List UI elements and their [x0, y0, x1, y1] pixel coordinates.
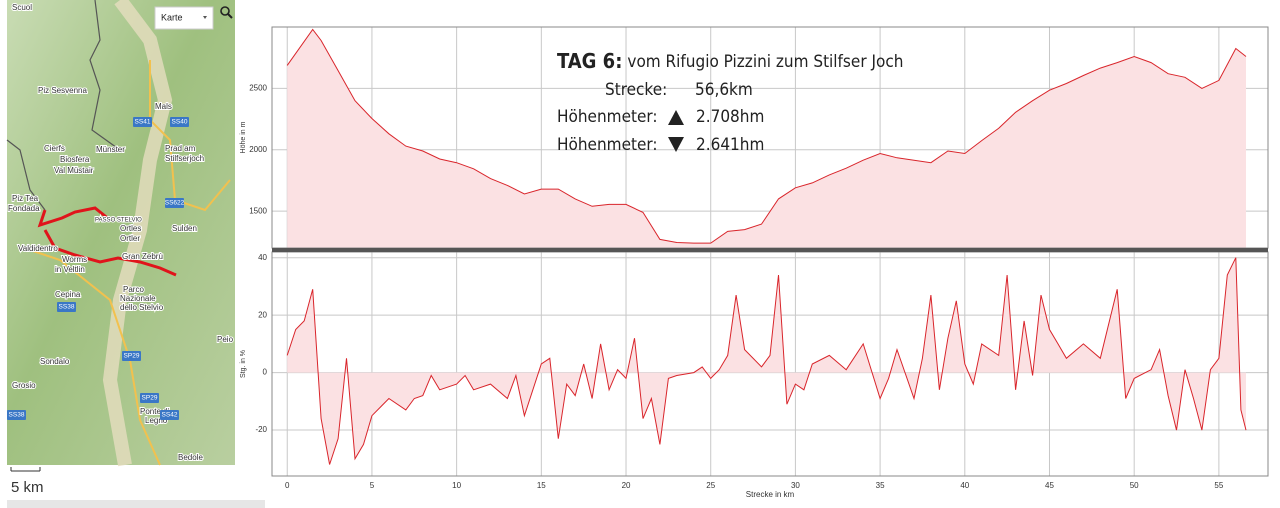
place-label: Münster [96, 145, 125, 154]
scale-label: 5 km [11, 479, 44, 496]
zoom-icon[interactable] [220, 6, 230, 16]
up-triangle [668, 110, 684, 125]
place-label: PASSO STELVIO [95, 218, 142, 224]
road-badge [170, 117, 189, 127]
place-label: Peio [217, 335, 234, 344]
road-label: SS38 [9, 412, 25, 419]
map-type-dropdown[interactable] [154, 6, 214, 30]
place-label: Biosfera [60, 155, 90, 164]
place-label: Valdidentro [18, 244, 58, 253]
down-triangle [668, 137, 684, 152]
place-label: Gran Zebrù [122, 252, 163, 261]
place-label: Val Müstair [54, 166, 94, 175]
x-tick-label: 45 [1045, 481, 1054, 490]
place-label: Sondalo [40, 357, 70, 366]
place-label: Ortler [120, 234, 140, 243]
road-label: SS41 [135, 119, 151, 126]
x-tick-label: 10 [452, 481, 461, 490]
place-label: Grosio [12, 381, 36, 390]
x-tick-label: 35 [876, 481, 885, 490]
valley [102, 0, 173, 467]
map-road [149, 60, 231, 212]
place-label: Legno [145, 416, 168, 425]
zoom-icon-handle [227, 13, 233, 19]
road-label: SS38 [59, 304, 75, 311]
y-tick-label: 2000 [249, 145, 267, 154]
road-badge [140, 393, 159, 403]
road-label: SS622 [165, 200, 185, 207]
road-label: SP29 [142, 395, 158, 402]
place-label: Ortles [120, 224, 141, 233]
x-tick-label: 25 [706, 481, 715, 490]
y-tick-label: 2500 [249, 83, 267, 92]
place-label: Fondada [8, 204, 40, 213]
place-label: Stilfserjoch [165, 154, 204, 163]
road-badge [122, 351, 141, 361]
map-road [29, 249, 161, 466]
place-label: Piz Sesvenna [38, 86, 87, 95]
overlay-value: 2.641hm [696, 135, 764, 155]
charts: 1500 2000 2500 Höhe in m 0 5 10 15 20 25 30 35 40 45 5… [240, 26, 1269, 499]
place-label: Nazionale [120, 294, 156, 303]
x-axis-label: Strecke in km [746, 490, 795, 499]
route [37, 206, 177, 277]
overlay-value: 56,6km [695, 80, 753, 100]
line [286, 28, 1247, 244]
place-label: in Veltlin [55, 265, 85, 274]
x-tick-label: 40 [960, 481, 969, 490]
border [6, 139, 46, 211]
y-tick-label: 0 [263, 368, 268, 377]
place-label: Piz Tea [12, 194, 39, 203]
road-label: SP29 [124, 353, 140, 360]
map-below [7, 500, 265, 508]
place-label: Scuol [12, 3, 32, 12]
y-tick-label: 1500 [249, 206, 267, 215]
chart-separator [272, 248, 1268, 252]
place-label: Ponte di [140, 407, 170, 416]
dropdown-arrow [203, 16, 207, 19]
road-badge [7, 410, 26, 420]
x-tick-label: 0 [285, 481, 290, 490]
place-label: dello Stelvio [120, 303, 164, 312]
y-tick-label: -20 [255, 425, 267, 434]
overlay-label: Höhenmeter: [557, 135, 658, 155]
overlay-label: Strecke: [605, 80, 667, 100]
place-label: Parco [123, 285, 144, 294]
road-label: SS42 [162, 412, 178, 419]
x-tick-label: 15 [537, 481, 546, 490]
y-tick-label: 40 [258, 253, 267, 262]
overlay-route: vom Rifugio Pizzini zum Stilfser Joch [627, 52, 903, 72]
x-tick-label: 5 [370, 481, 375, 490]
place-label: Bedole [178, 453, 203, 462]
overlay-day: TAG 6: [557, 49, 622, 73]
place-label: Prad am [165, 144, 196, 153]
place-label: Sulden [172, 224, 197, 233]
y-axis-label: Höhe in m [240, 121, 247, 153]
place-label: Mals [155, 102, 172, 111]
border [89, 0, 121, 151]
overlay-title: TAG 6: vom Rifugio Pizzini zum Stilfser J… [557, 49, 903, 73]
x-tick-label: 55 [1214, 481, 1223, 490]
place-label: Worms [62, 255, 87, 264]
y-axis-label: Stg. in % [240, 350, 247, 378]
road-badge [165, 198, 184, 208]
place-label: Cepina [55, 290, 81, 299]
area-fill [287, 257, 1246, 465]
overlay-label: Höhenmeter: [557, 107, 658, 127]
line [286, 257, 1247, 465]
x-tick-label: 50 [1130, 481, 1139, 490]
road-badge [133, 117, 152, 127]
y-tick-label: 20 [258, 310, 267, 319]
map[interactable]: Scuol Mals Piz Sesvenna Münster Cierfs Biosfe… [6, 0, 265, 508]
road-badge [57, 302, 76, 312]
road-label: SS40 [172, 119, 188, 126]
dropdown-label: Karte [161, 12, 183, 22]
x-tick-label: 20 [622, 481, 631, 490]
place-label: Cierfs [44, 144, 65, 153]
x-tick-label: 30 [791, 481, 800, 490]
road-badge [160, 410, 179, 420]
overlay-value: 2.708hm [696, 107, 764, 127]
